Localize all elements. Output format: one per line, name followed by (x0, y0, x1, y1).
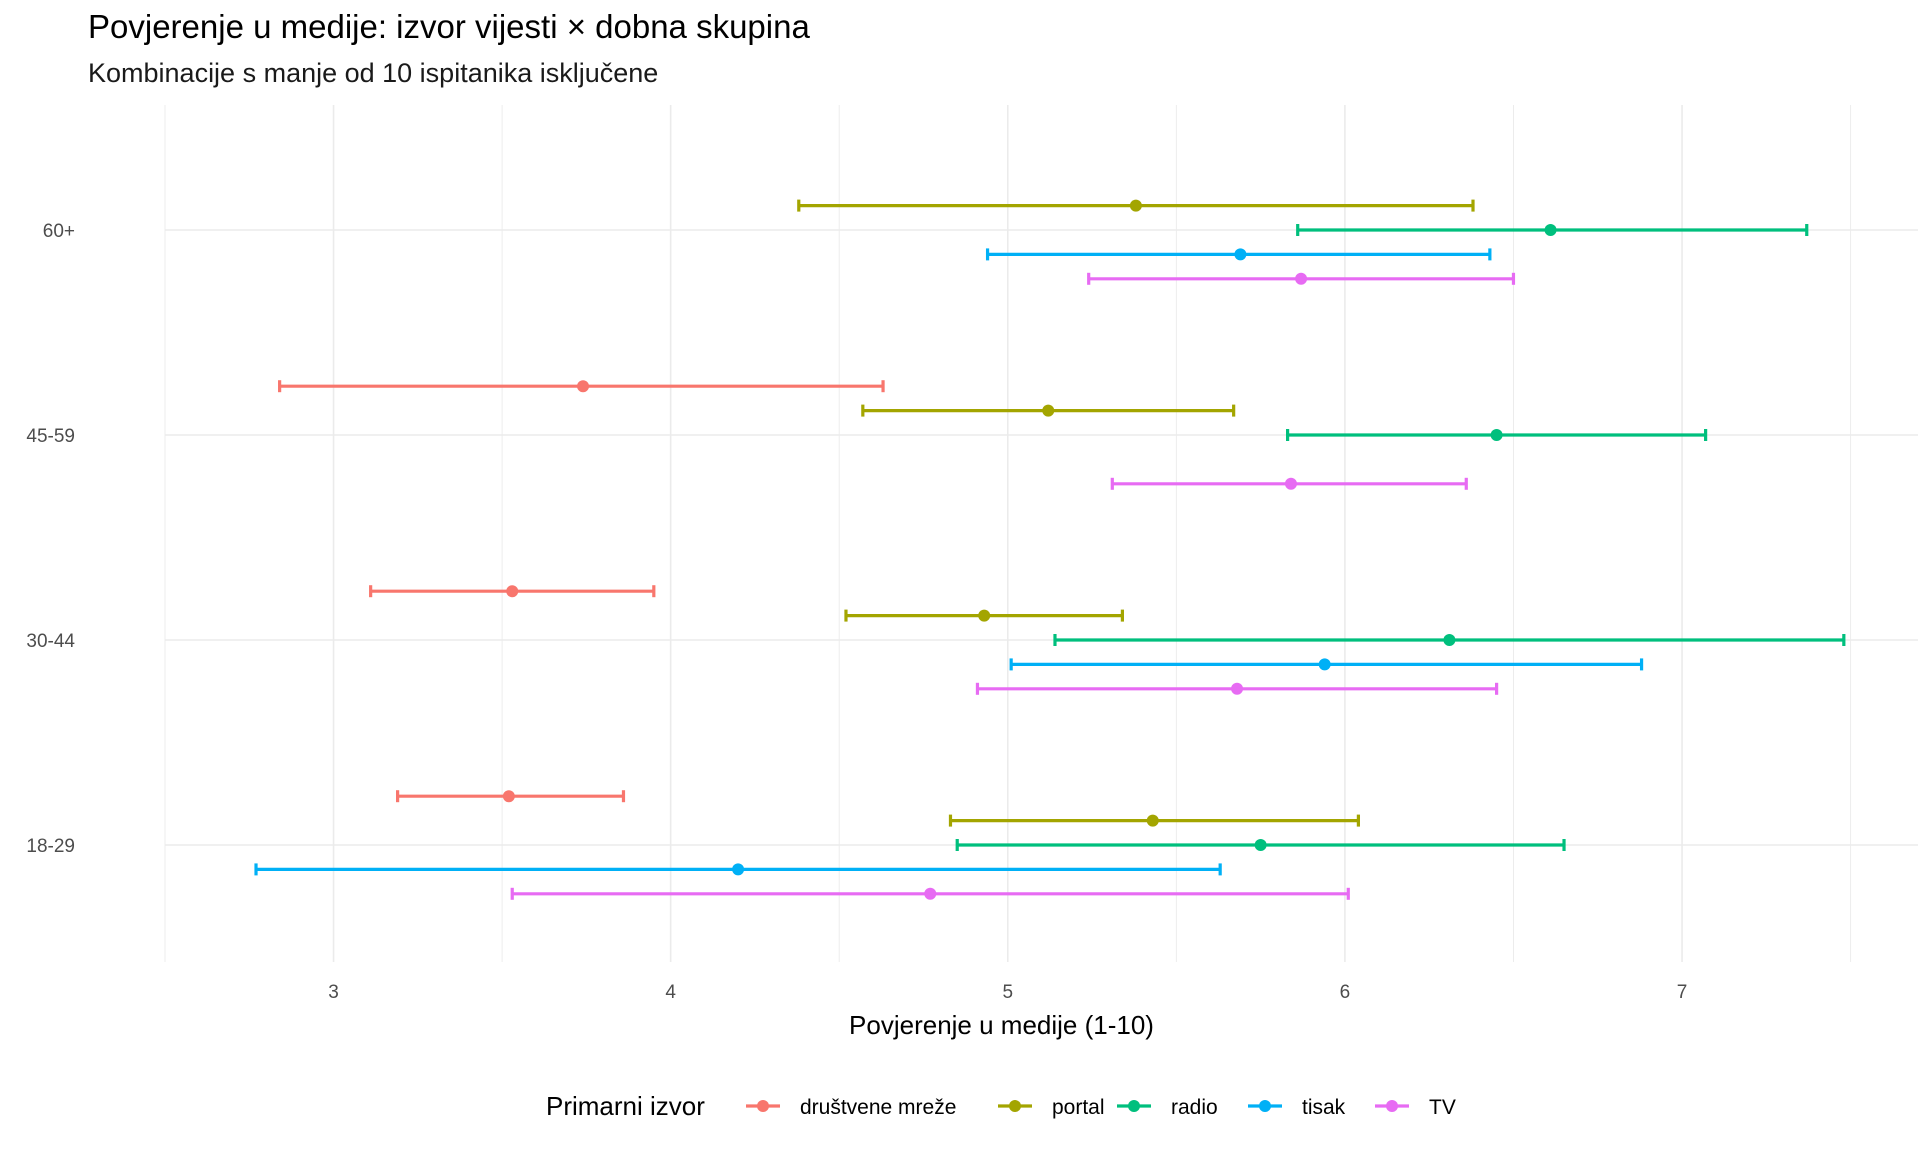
mean-point (1544, 224, 1557, 236)
y-tick-label: 30-44 (26, 631, 75, 652)
chart-marks (254, 199, 1846, 900)
legend-item-tisak: tisak (1248, 1096, 1346, 1119)
legend-item-TV: TV (1375, 1096, 1456, 1119)
mean-point (1318, 658, 1331, 671)
y-tick-label: 45-59 (26, 426, 75, 447)
mean-point (1146, 814, 1159, 827)
legend-key-point (1009, 1100, 1021, 1112)
errorbar-portal-45-59 (861, 404, 1236, 417)
mean-point (1234, 248, 1247, 261)
errorbar-društvene-mreže-30-44 (369, 585, 656, 598)
legend-item-portal: portal (998, 1096, 1105, 1119)
mean-point (1254, 839, 1267, 851)
x-tick-label: 4 (665, 982, 676, 1003)
legend-key-point (757, 1100, 769, 1112)
mean-point (978, 609, 991, 622)
legend-label: tisak (1302, 1096, 1346, 1119)
errorbar-portal-60+ (797, 199, 1475, 212)
mean-point (502, 790, 515, 803)
errorbar-TV-45-59 (1110, 477, 1468, 490)
errorbar-društvene-mreže-18-29 (396, 790, 626, 803)
chart-title: Povjerenje u medije: izvor vijesti × dob… (88, 8, 810, 45)
mean-point (1295, 272, 1308, 285)
errorbar-društvene-mreže-45-59 (278, 380, 885, 393)
legend-item-društvene-mreže: društvene mreže (746, 1096, 956, 1119)
errorbar-tisak-60+ (985, 248, 1492, 261)
legend-label: društvene mreže (800, 1096, 956, 1119)
legend-item-radio: radio (1117, 1096, 1218, 1119)
errorbar-tisak-30-44 (1009, 658, 1644, 671)
y-tick-label: 60+ (43, 221, 75, 242)
mean-point (924, 887, 937, 900)
legend-label: portal (1052, 1096, 1105, 1119)
errorbar-radio-18-29 (955, 839, 1566, 851)
errorbar-radio-30-44 (1053, 634, 1846, 646)
mean-point (1284, 477, 1297, 490)
mean-point (1443, 634, 1456, 646)
x-tick-label: 5 (1002, 982, 1013, 1003)
legend-title: Primarni izvor (546, 1091, 705, 1121)
mean-point (506, 585, 519, 598)
mean-point (1231, 682, 1244, 695)
errorbar-portal-30-44 (844, 609, 1125, 622)
legend-label: radio (1171, 1096, 1218, 1119)
errorbar-portal-18-29 (948, 814, 1360, 827)
errorbar-TV-30-44 (975, 682, 1499, 695)
mean-point (1129, 199, 1142, 212)
errorbar-TV-18-29 (510, 887, 1350, 900)
mean-point (732, 863, 745, 876)
grid-lines (164, 105, 1918, 962)
legend-label: TV (1429, 1096, 1456, 1119)
mean-point (1042, 404, 1055, 417)
x-tick-label: 3 (328, 982, 339, 1003)
legend-key-point (1128, 1100, 1140, 1112)
errorbar-radio-45-59 (1285, 429, 1708, 441)
errorbar-tisak-18-29 (254, 863, 1222, 876)
mean-point (1490, 429, 1503, 441)
legend-key-point (1259, 1100, 1271, 1112)
x-tick-label: 6 (1340, 982, 1351, 1003)
x-tick-label: 7 (1677, 982, 1688, 1003)
mean-point (577, 380, 590, 393)
errorbar-radio-60+ (1296, 224, 1809, 236)
axes: 3 4 5 6 7 18-29 30-44 45-59 60+ Povjerenje u medi… (26, 221, 1687, 1040)
y-tick-label: 18-29 (26, 836, 75, 857)
errorbar-TV-60+ (1087, 272, 1516, 285)
x-axis-title: Povjerenje u medije (1-10) (849, 1010, 1154, 1040)
legend: Primarni izvor društvene mreže portal radio… (546, 1091, 1456, 1121)
legend-key-point (1386, 1100, 1398, 1112)
chart-subtitle: Kombinacije s manje od 10 ispitanika isk… (88, 58, 659, 88)
